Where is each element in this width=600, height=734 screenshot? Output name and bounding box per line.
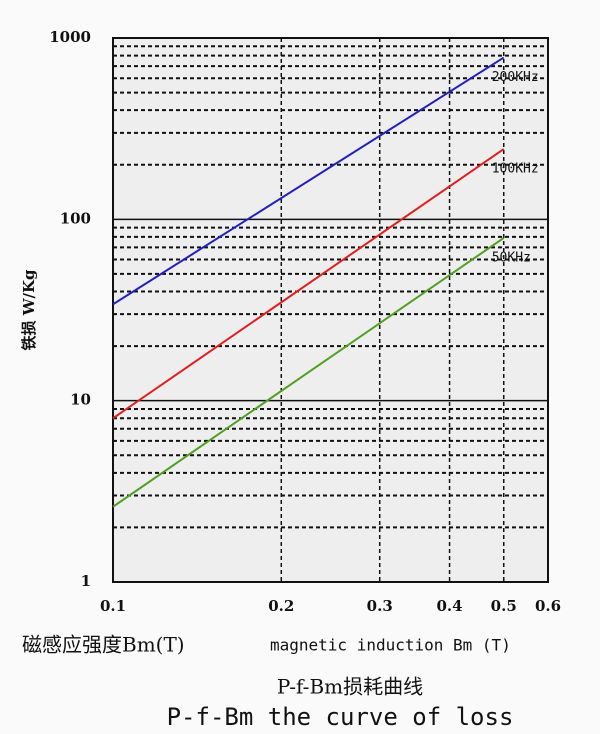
y-tick-label: 1000 [49,28,91,46]
x-tick-label: 0.6 [535,597,561,615]
x-axis-label-en: magnetic induction Bm (T) [270,636,511,655]
series-label: 100KHz [492,162,539,177]
plot-frame [112,37,549,583]
y-tick-label: 100 [60,209,91,227]
x-axis-label: 磁感应强度Bm(T) [22,633,185,657]
y-axis-label: 铁损 W/Kg [20,269,38,351]
x-tick-label: 0.2 [268,597,294,615]
y-tick-label: 10 [70,391,91,409]
x-tick-label: 0.1 [100,597,126,615]
series-line [112,148,505,420]
y-tick-label: 1 [81,572,91,590]
x-tick-label: 0.3 [367,597,393,615]
series-label: 50KHz [492,250,531,265]
chart-title: P-f-Bm损耗曲线 [277,675,423,699]
plot-area [113,38,548,582]
series-line [112,56,505,306]
chart-subtitle: P-f-Bm the curve of loss [167,703,514,731]
x-tick-label: 0.5 [491,597,517,615]
x-tick-label: 0.4 [437,597,463,615]
series-line [112,237,505,508]
series-label: 200KHz [492,70,539,85]
